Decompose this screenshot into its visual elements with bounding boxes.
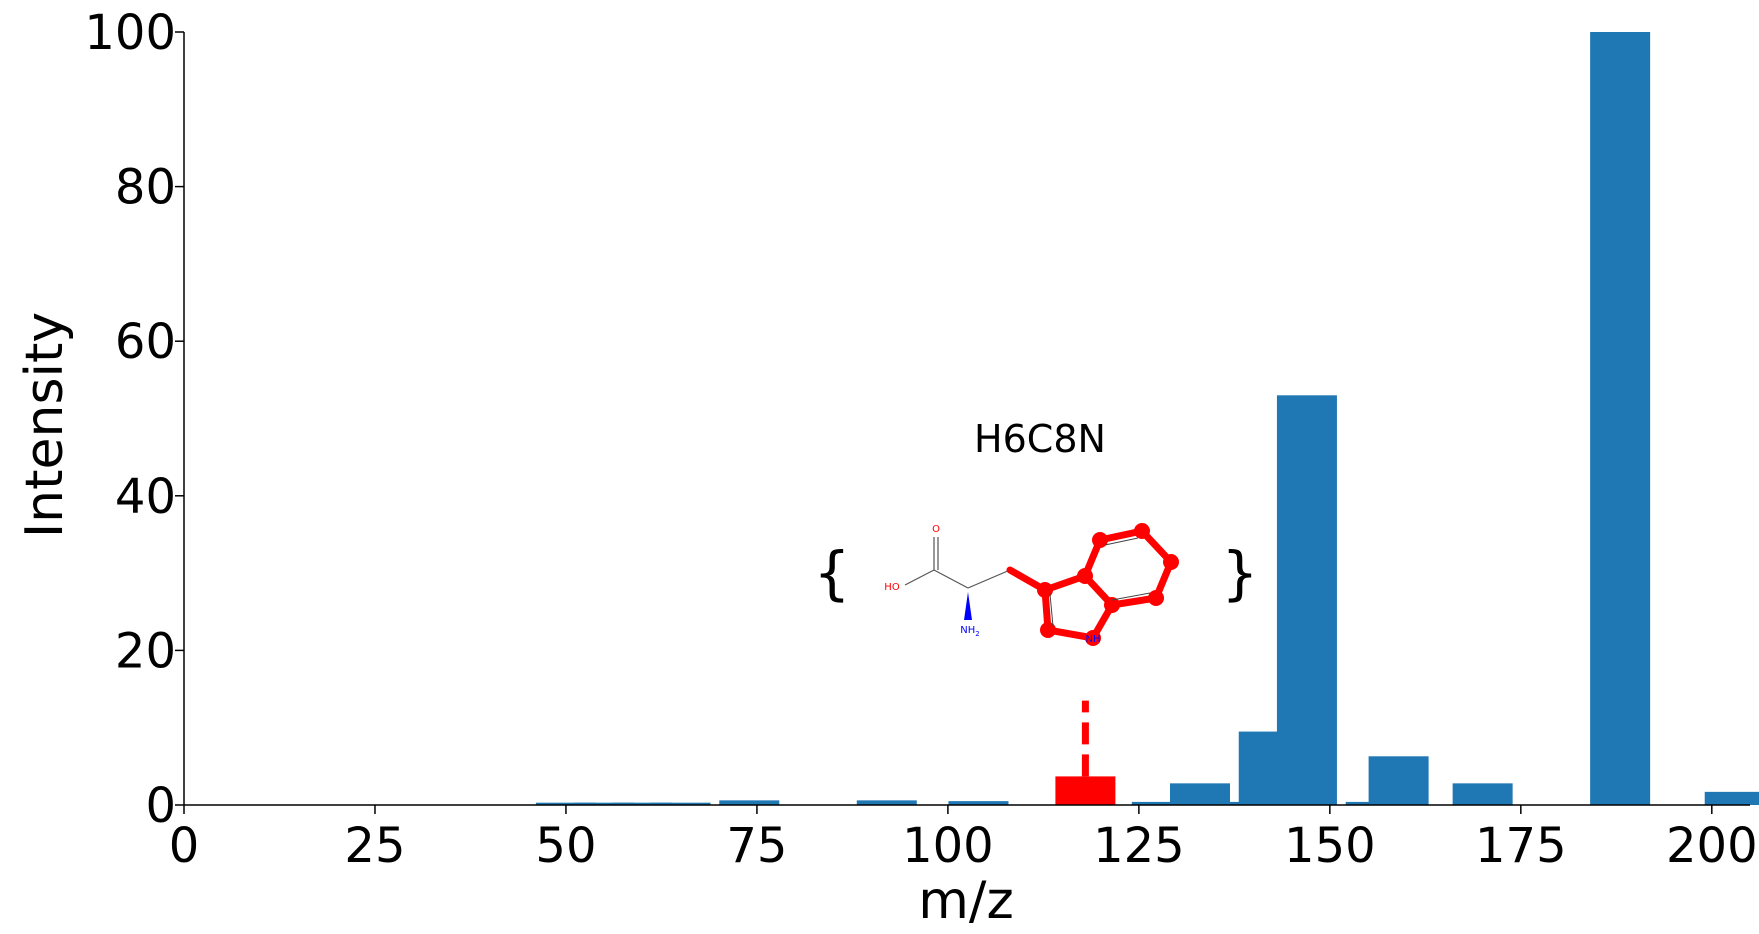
- bar-16: [1704, 791, 1759, 805]
- y-axis-title: Intensity: [15, 312, 75, 538]
- x-tick-label-0: 0: [169, 818, 200, 874]
- bar-11: [1276, 395, 1337, 805]
- bar-7: [1131, 801, 1192, 805]
- molecule-backbone: [904, 537, 1011, 589]
- highlight-layer: [1055, 700, 1116, 805]
- atom-oxygen-label: O: [932, 524, 940, 535]
- x-tick-label-4: 100: [902, 818, 994, 874]
- stereo-wedge: [964, 592, 972, 620]
- bar-3: [650, 802, 711, 805]
- x-tick-label-1: 25: [344, 818, 405, 874]
- x-tick-label-3: 75: [726, 818, 787, 874]
- aromatic-bonds: [1049, 537, 1151, 627]
- x-tick-label-6: 150: [1284, 818, 1376, 874]
- atom-hydroxyl-label: HO: [884, 582, 900, 593]
- brace-open: {: [814, 539, 851, 607]
- x-tick-label-2: 50: [535, 818, 596, 874]
- y-tick-label-1: 20: [115, 623, 176, 679]
- bar-1: [574, 802, 635, 805]
- atom-amine-text: NH: [960, 625, 975, 636]
- molecule-structure: O HO NH2 NH: [884, 523, 1179, 646]
- atom-amine-label: NH2: [960, 625, 979, 638]
- formula-label: H6C8N: [974, 417, 1106, 461]
- bar-15: [1590, 32, 1651, 805]
- bar-2: [612, 802, 673, 805]
- brace-close: }: [1222, 539, 1259, 607]
- x-tick-label-8: 200: [1666, 818, 1758, 874]
- highlighted-fragment: [1006, 527, 1175, 642]
- ticks-layer: 0 25 50 75 100 125 150 175 200 0 20 40 60 80 100: [84, 5, 1757, 874]
- bar-6: [948, 801, 1009, 805]
- y-tick-label-4: 80: [115, 160, 176, 216]
- bar-0: [535, 802, 596, 805]
- atom-amine-subscript: 2: [975, 630, 979, 638]
- x-tick-label-7: 175: [1475, 818, 1567, 874]
- fragment-atoms: [1037, 523, 1179, 646]
- x-axis-title: m/z: [918, 871, 1013, 931]
- highlighted-bar: [1055, 776, 1116, 805]
- bar-5: [856, 800, 917, 805]
- y-tick-label-3: 60: [115, 314, 176, 370]
- atom-ring-nitrogen-label: NH: [1086, 634, 1101, 645]
- y-tick-label-0: 0: [145, 778, 176, 834]
- bar-14: [1452, 783, 1513, 805]
- x-tick-label-5: 125: [1093, 818, 1185, 874]
- bar-8: [1169, 783, 1230, 805]
- bars-layer: [535, 32, 1759, 805]
- bar-4: [719, 800, 780, 805]
- bar-13: [1368, 756, 1429, 805]
- y-tick-label-5: 100: [84, 5, 176, 61]
- y-tick-label-2: 40: [115, 469, 176, 525]
